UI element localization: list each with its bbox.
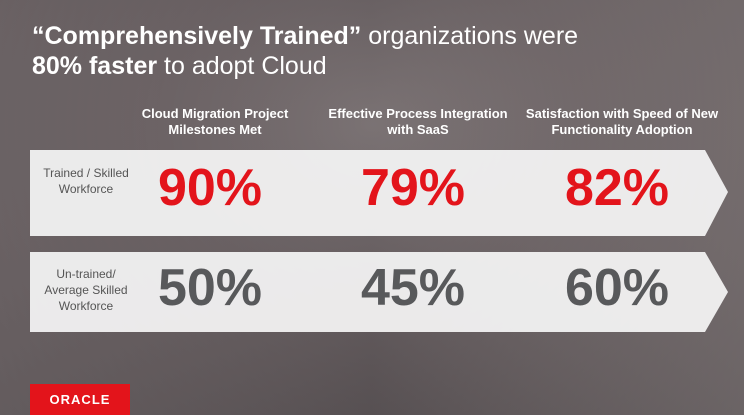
value: 50%: [157, 259, 263, 317]
value: 45%: [360, 259, 466, 317]
column-header: Cloud Migration Project Milestones Met: [141, 106, 289, 137]
row-label: Trained / Skilled Workforce: [43, 166, 129, 196]
title-line: “Comprehensively Trained” organizations …: [32, 22, 578, 51]
title-line: 80% faster to adopt Cloud: [32, 52, 327, 81]
value: 82%: [564, 159, 670, 217]
value: 79%: [360, 159, 466, 217]
row-band: [30, 252, 728, 332]
title-bold: “Comprehensively Trained”: [32, 22, 362, 50]
value: 90%: [157, 159, 263, 217]
column-header: Satisfaction with Speed of New Functiona…: [525, 106, 719, 137]
title-text: organizations were: [361, 22, 579, 50]
value: 60%: [564, 259, 670, 317]
column-header: Effective Process Integration with SaaS: [328, 106, 508, 137]
title-bold: 80% faster: [32, 52, 158, 80]
row-band: [30, 150, 728, 236]
title-text: to adopt Cloud: [157, 52, 327, 80]
row-label: Un-trained/ Average Skilled Workforce: [44, 267, 128, 313]
logo: ORACLE: [30, 384, 130, 415]
